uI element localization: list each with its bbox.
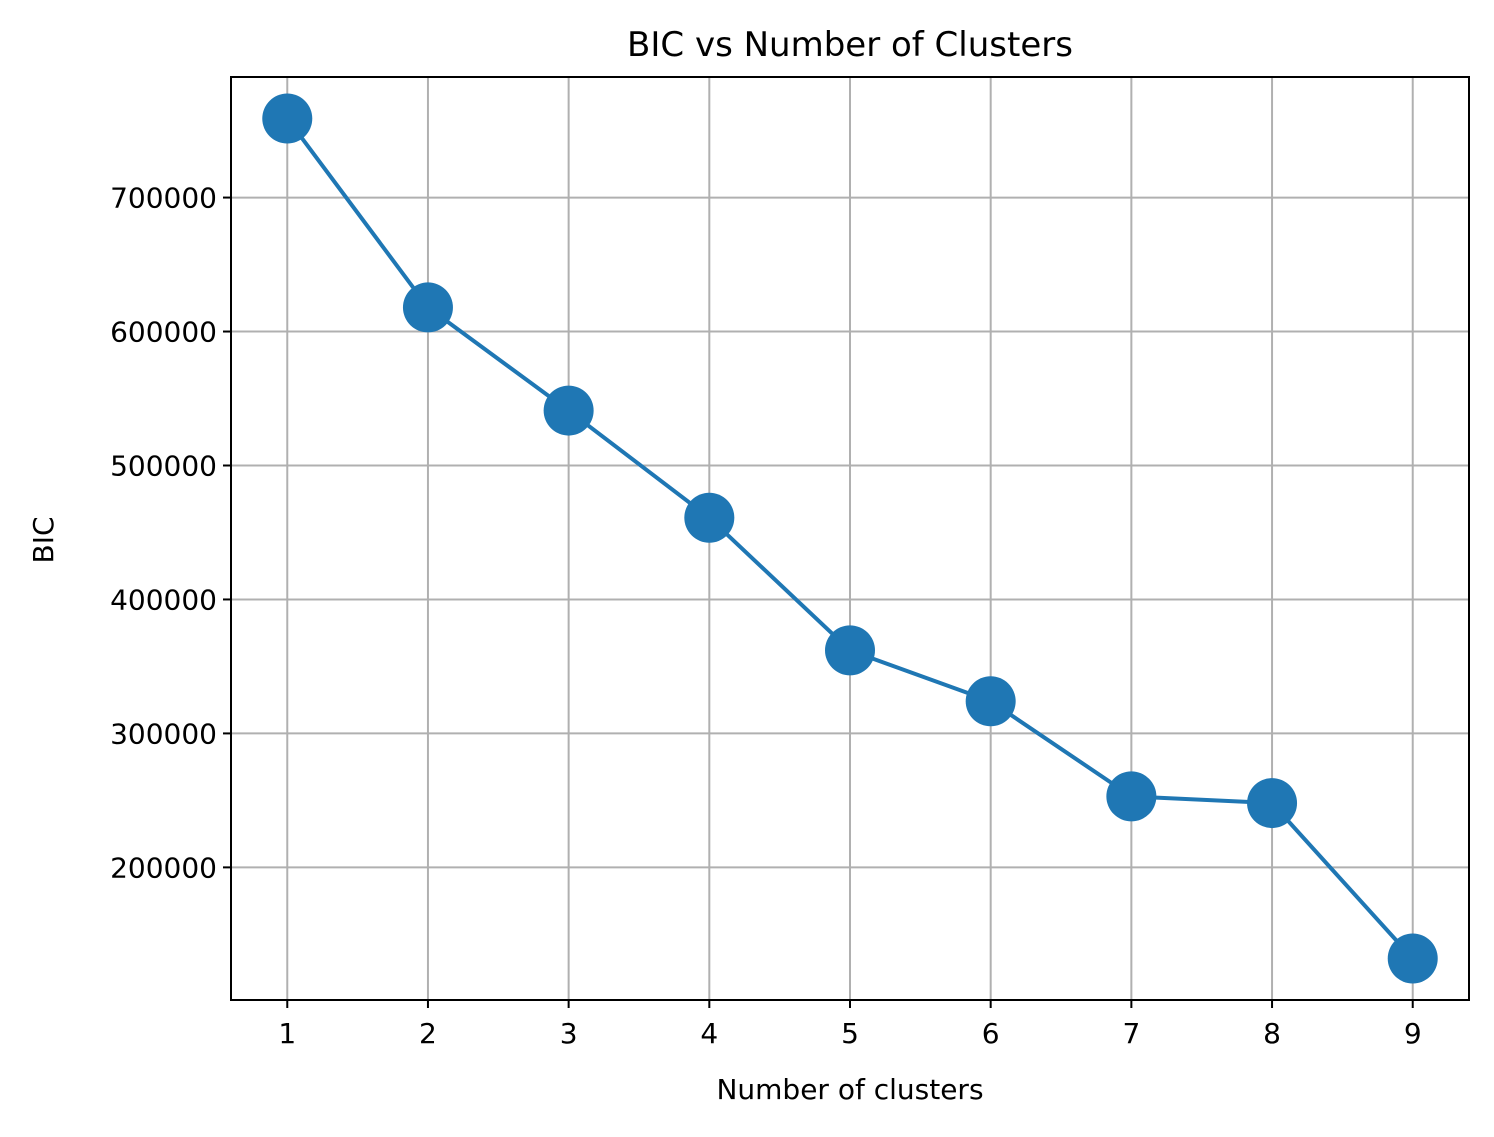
y-tick-label: 200000 xyxy=(110,851,217,884)
x-tick-label: 3 xyxy=(560,1017,578,1050)
data-point xyxy=(262,93,313,144)
x-tick-label: 8 xyxy=(1263,1017,1281,1050)
grid xyxy=(231,77,1469,1000)
y-tick-label: 300000 xyxy=(110,717,217,750)
data-point xyxy=(402,282,453,333)
x-tick-label: 6 xyxy=(982,1017,1000,1050)
data-point xyxy=(965,676,1016,727)
y-tick-label: 500000 xyxy=(110,449,217,482)
ticks: 1 2 3 4 5 6 7 8 9 200000 300000 400000 500000 600000 7… xyxy=(110,182,1422,1050)
y-axis-label: BIC xyxy=(27,516,60,563)
data-point xyxy=(1387,933,1438,984)
series-layer xyxy=(262,93,1438,984)
x-tick-label: 7 xyxy=(1122,1017,1140,1050)
x-tick-label: 1 xyxy=(278,1017,296,1050)
x-axis-label: Number of clusters xyxy=(716,1073,983,1106)
x-tick-label: 9 xyxy=(1404,1017,1422,1050)
data-point xyxy=(825,625,875,676)
data-point xyxy=(684,492,735,543)
x-tick-label: 4 xyxy=(700,1017,718,1050)
y-tick-label: 700000 xyxy=(110,182,217,215)
chart-title: BIC vs Number of Clusters xyxy=(627,25,1073,65)
y-tick-label: 400000 xyxy=(110,583,217,616)
x-tick-label: 2 xyxy=(419,1017,437,1050)
data-point xyxy=(543,385,594,436)
data-point xyxy=(1106,771,1157,822)
y-tick-label: 600000 xyxy=(110,316,217,349)
data-point xyxy=(1247,778,1298,829)
x-tick-label: 5 xyxy=(841,1017,859,1050)
